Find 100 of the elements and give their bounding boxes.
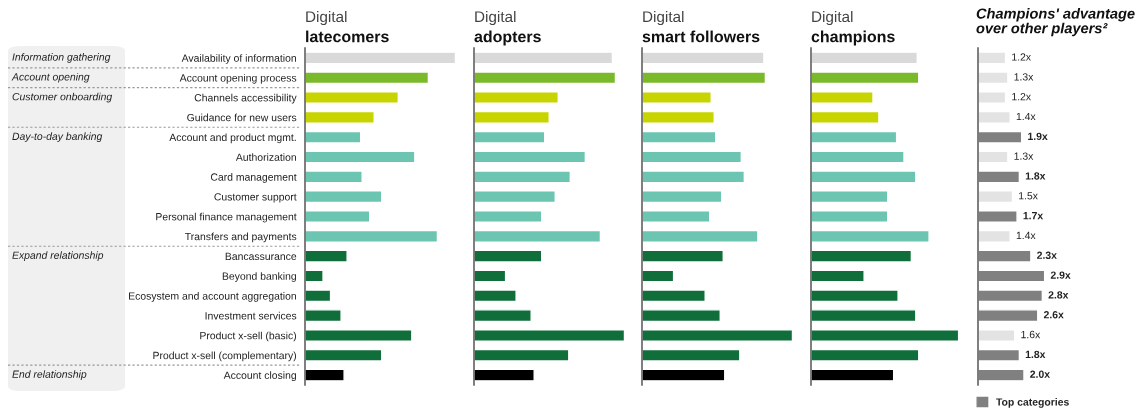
y-tick-label: Card management [210, 173, 297, 183]
bar [474, 130, 546, 144]
bar [811, 110, 880, 124]
y-tick-label: Personal finance management [156, 212, 297, 223]
bar [978, 51, 1007, 65]
data-label: 1.4x [1016, 112, 1036, 121]
bar [305, 328, 413, 342]
bar [811, 130, 898, 144]
bar [978, 170, 1021, 184]
data-label: 1.2x [1012, 92, 1031, 101]
bar [642, 190, 723, 204]
data-label: 2.6x [1043, 311, 1064, 319]
bar [811, 51, 918, 65]
chart-title: Champions' advantage over other players² [976, 8, 1135, 37]
bar [642, 368, 726, 382]
data-label: 1.3x [1014, 152, 1034, 160]
bar [474, 110, 550, 124]
y-tick-label: Authorization [235, 153, 296, 161]
bar [811, 328, 960, 342]
chart-title: Digital [475, 10, 516, 26]
bar [474, 150, 587, 164]
bar [642, 348, 741, 362]
chart-subtitle: latecomers [306, 30, 389, 43]
bar [474, 170, 571, 184]
bar [642, 249, 724, 263]
bar [811, 190, 889, 204]
bar [811, 348, 920, 362]
chart-title: Digital [643, 10, 684, 26]
bar [811, 150, 905, 164]
bar [978, 190, 1014, 204]
bar [978, 249, 1032, 263]
bar [474, 71, 617, 85]
chart-subtitle: champions [811, 30, 895, 46]
text: End relationship [12, 370, 87, 380]
data-label: 1.5x [1019, 192, 1038, 200]
bar [474, 91, 559, 105]
bar [305, 309, 342, 323]
bar [811, 91, 874, 105]
bar [474, 210, 543, 223]
bar [305, 249, 348, 263]
y-tick-label: Channels accessibility [194, 93, 297, 104]
bar [305, 229, 439, 243]
chart-title: Digital [812, 10, 853, 26]
data-label: 1.8x [1025, 172, 1046, 180]
y-tick-label: Guidance for new users [187, 113, 297, 122]
bar [474, 229, 602, 243]
bar [474, 269, 507, 283]
bar [811, 269, 865, 283]
bar [642, 309, 721, 323]
bar [474, 190, 556, 204]
bar [978, 368, 1025, 382]
data-label: 1.3x [1014, 73, 1034, 81]
bar [305, 348, 383, 362]
bar [642, 170, 746, 184]
bar [811, 289, 899, 303]
y-tick-label: Beyond banking [222, 272, 296, 282]
bar [642, 71, 767, 85]
bar [642, 269, 675, 283]
y-tick-label: Ecosystem and account aggregation [129, 292, 296, 302]
bar [305, 71, 430, 85]
bar [811, 210, 889, 223]
y-tick-label: Account and product mgmt. [169, 133, 296, 144]
bar [474, 289, 517, 303]
y-tick-label: Customer support [214, 193, 297, 203]
bar [978, 91, 1007, 105]
text: Information gathering [12, 53, 111, 63]
bar [978, 309, 1039, 323]
bar [305, 130, 362, 144]
legend-label: Top categories [996, 398, 1069, 408]
data-label: 2.9x [1050, 271, 1071, 279]
y-tick-label: Bancassurance [225, 252, 297, 261]
data-label: 2.0x [1030, 370, 1050, 378]
data-label: 2.8x [1048, 291, 1069, 299]
bar [305, 368, 345, 382]
bar [811, 170, 917, 184]
y-tick-label: Account opening process [179, 73, 297, 84]
data-label: 1.6x [1021, 330, 1041, 339]
bar [978, 328, 1016, 342]
bar [978, 269, 1046, 283]
y-tick-label: Account closing [223, 371, 296, 382]
bar [642, 110, 715, 124]
y-tick-label: Availability of information [181, 54, 296, 64]
bar [978, 229, 1011, 243]
bar [642, 210, 711, 223]
bar [305, 190, 383, 204]
bar [642, 328, 794, 342]
bar [305, 289, 332, 303]
chart-title: Digital [306, 10, 347, 26]
data-label: 1.2x [1012, 53, 1031, 61]
bar [642, 51, 765, 65]
chart-subtitle: smart followers [642, 30, 760, 43]
bar [811, 229, 930, 243]
bar [305, 269, 324, 283]
bar [305, 110, 375, 124]
bar [811, 309, 917, 323]
bar [978, 130, 1023, 144]
data-label: 1.4x [1016, 231, 1036, 240]
y-tick-label: Product x-sell (complementary) [153, 351, 297, 362]
bar [642, 150, 743, 164]
bar [978, 348, 1021, 362]
